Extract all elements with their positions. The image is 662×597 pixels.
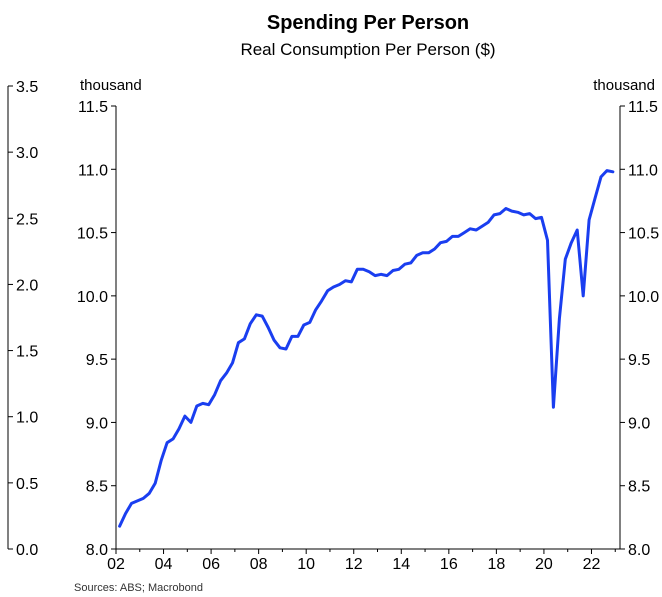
right-y-tick-label: 10.5 [628,226,659,243]
right-y-tick-label: 11.5 [628,99,658,116]
right-y-tick-label: 8.0 [628,542,650,559]
right-y-tick-label: 8.5 [628,479,650,496]
x-tick-label: 06 [202,556,220,573]
source-note: Sources: ABS; Macrobond [74,582,204,594]
x-tick-label: 16 [440,556,458,573]
left-y-tick-label: 9.5 [86,352,108,369]
left-y-axis: 8.0 8.5 9.0 9.5 10.0 10.5 11.0 11.5 [77,99,116,559]
series-line [118,169,615,528]
x-tick-label: 02 [107,556,125,573]
x-axis: 02 04 06 08 10 12 14 16 18 20 22 [107,549,616,573]
x-tick-label: 04 [155,556,173,573]
outer-axis-tick-label: 1.0 [16,410,38,427]
left-y-tick-label: 8.0 [86,542,108,559]
right-y-axis: 8.0 8.5 9.0 9.5 10.0 10.5 11.0 11.5 [620,99,659,559]
chart-subtitle: Real Consumption Per Person ($) [240,40,496,59]
x-tick-label: 22 [583,556,601,573]
x-tick-label: 10 [297,556,315,573]
x-tick-label: 18 [487,556,505,573]
outer-axis-tick-label: 2.5 [16,211,38,228]
outer-axis-tick-label: 0.5 [16,476,38,493]
right-y-tick-label: 9.5 [628,352,650,369]
outer-axis-tick-label: 0.0 [16,542,38,559]
right-axis-unit: thousand [593,77,655,94]
left-axis-unit: thousand [80,77,142,94]
right-y-tick-label: 10.0 [628,289,659,306]
left-y-tick-label: 8.5 [86,479,108,496]
chart-title: Spending Per Person [266,12,470,34]
outer-axis: 0.0 0.5 1.0 1.5 2.0 2.5 3.0 3.5 [8,79,38,559]
left-y-tick-label: 10.5 [77,226,108,243]
x-tick-label: 14 [392,556,410,573]
left-y-tick-label: 10.0 [77,289,108,306]
outer-axis-tick-label: 2.0 [16,277,38,294]
outer-axis-tick-label: 3.5 [16,79,38,96]
x-tick-label: 08 [250,556,268,573]
left-y-tick-label: 11.5 [78,99,108,116]
outer-axis-tick-label: 1.5 [16,344,38,361]
right-y-tick-label: 11.0 [628,162,658,179]
outer-axis-tick-label: 3.0 [16,145,38,162]
left-y-tick-label: 11.0 [78,162,108,179]
x-tick-label: 12 [345,556,363,573]
x-tick-label: 20 [535,556,553,573]
left-y-tick-label: 9.0 [86,415,108,432]
right-y-tick-label: 9.0 [628,415,650,432]
